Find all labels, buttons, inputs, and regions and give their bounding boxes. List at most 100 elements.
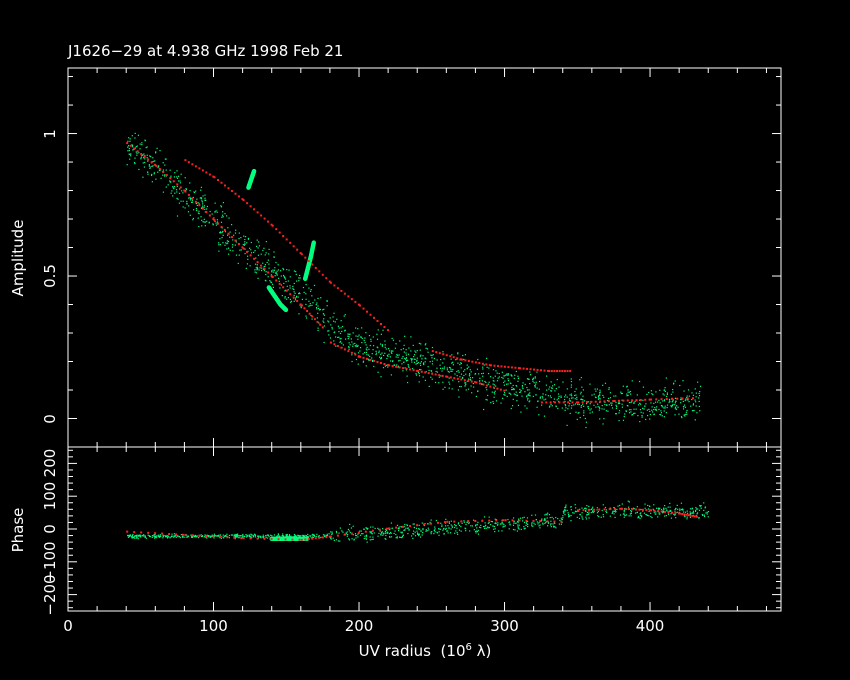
amp-point bbox=[204, 225, 206, 227]
amp-point bbox=[583, 410, 585, 412]
amp-point bbox=[503, 375, 505, 377]
amp-point bbox=[694, 388, 696, 390]
amp-point bbox=[446, 369, 448, 371]
amp-point bbox=[163, 175, 166, 177]
phase-model-point bbox=[502, 519, 505, 522]
phase-point bbox=[494, 518, 496, 520]
amp-point bbox=[289, 298, 291, 301]
amp-point bbox=[267, 259, 269, 261]
amp-point bbox=[215, 222, 217, 224]
phase-point bbox=[407, 527, 409, 529]
amp-point bbox=[512, 398, 514, 400]
phase-point bbox=[331, 533, 333, 535]
amp-point bbox=[199, 197, 201, 199]
phase-point bbox=[473, 529, 475, 531]
phase-point bbox=[166, 536, 169, 539]
phase-point bbox=[323, 535, 326, 538]
amp-point bbox=[422, 363, 425, 365]
phase-point bbox=[304, 534, 306, 537]
amp-point bbox=[298, 292, 300, 294]
phase-point bbox=[386, 532, 388, 534]
amp-point bbox=[361, 337, 363, 340]
phase-point bbox=[677, 508, 679, 510]
phase-point bbox=[238, 534, 240, 537]
phase-point bbox=[136, 534, 138, 536]
amp-point bbox=[370, 340, 372, 342]
phase-point bbox=[546, 517, 548, 519]
phase-point bbox=[617, 505, 619, 507]
amp-point bbox=[666, 406, 668, 409]
amp-point bbox=[305, 315, 307, 317]
phase-model-point bbox=[660, 510, 663, 513]
amp-point bbox=[402, 348, 405, 350]
phase-point bbox=[614, 516, 616, 519]
amp-point bbox=[197, 201, 199, 204]
amp-model-point bbox=[220, 225, 223, 228]
amp-model-point bbox=[427, 372, 430, 375]
amp-point bbox=[345, 338, 347, 340]
phase-point bbox=[326, 535, 328, 537]
amp-point bbox=[384, 346, 386, 348]
amp-point bbox=[283, 282, 285, 284]
amp-point bbox=[308, 305, 310, 307]
amp-point bbox=[352, 332, 354, 334]
phase-point bbox=[442, 529, 444, 531]
amp-point bbox=[630, 409, 632, 411]
amp-point bbox=[451, 354, 453, 356]
amp-model-point bbox=[409, 368, 412, 371]
amp-point bbox=[296, 280, 298, 282]
amp-point bbox=[507, 373, 510, 375]
amp-point bbox=[506, 395, 508, 398]
amp-point bbox=[697, 381, 699, 383]
phase-point bbox=[698, 517, 700, 519]
phase-point bbox=[616, 508, 618, 511]
amp-point bbox=[384, 365, 387, 367]
amp-point bbox=[588, 401, 590, 403]
phase-point bbox=[407, 527, 409, 529]
phase-point bbox=[612, 511, 614, 513]
amp-point bbox=[273, 269, 275, 271]
amp-point bbox=[134, 147, 137, 149]
phase-point bbox=[648, 510, 650, 513]
amp-point bbox=[254, 250, 256, 252]
amp-point bbox=[618, 410, 621, 412]
amp-point bbox=[179, 182, 181, 184]
amp-point bbox=[672, 399, 674, 401]
amp-point bbox=[566, 396, 568, 398]
phase-point bbox=[640, 508, 642, 511]
amp-point bbox=[156, 147, 158, 149]
amp-point bbox=[357, 345, 359, 347]
phase-point bbox=[203, 536, 206, 538]
phase-point bbox=[154, 533, 156, 536]
amp-point bbox=[139, 143, 141, 145]
amp-point bbox=[675, 408, 678, 410]
phase-point bbox=[588, 505, 590, 508]
phase-point bbox=[531, 522, 533, 524]
phase-point bbox=[664, 505, 666, 507]
amp-point bbox=[633, 402, 635, 404]
amp-point bbox=[214, 211, 216, 213]
phase-point bbox=[377, 527, 379, 529]
amp-point bbox=[674, 414, 676, 416]
amp-model-point bbox=[162, 171, 165, 174]
amp-model-point bbox=[282, 234, 285, 237]
phase-point bbox=[543, 519, 545, 522]
phase-point bbox=[509, 521, 511, 523]
amp-point bbox=[355, 358, 358, 361]
phase-point bbox=[446, 530, 448, 532]
amp-model-point bbox=[488, 364, 491, 367]
phase-point bbox=[132, 536, 134, 538]
amp-point bbox=[286, 269, 288, 271]
phase-point bbox=[660, 508, 663, 511]
amp-point bbox=[664, 387, 666, 389]
phase-point bbox=[371, 538, 373, 541]
amp-point bbox=[420, 354, 422, 356]
phase-point bbox=[235, 533, 237, 536]
phase-point bbox=[644, 507, 646, 509]
amp-point bbox=[599, 391, 601, 393]
phase-point bbox=[167, 535, 169, 537]
amp-point bbox=[144, 158, 146, 160]
phase-point bbox=[531, 525, 533, 527]
phase-point bbox=[218, 535, 220, 537]
amp-point bbox=[465, 382, 467, 384]
